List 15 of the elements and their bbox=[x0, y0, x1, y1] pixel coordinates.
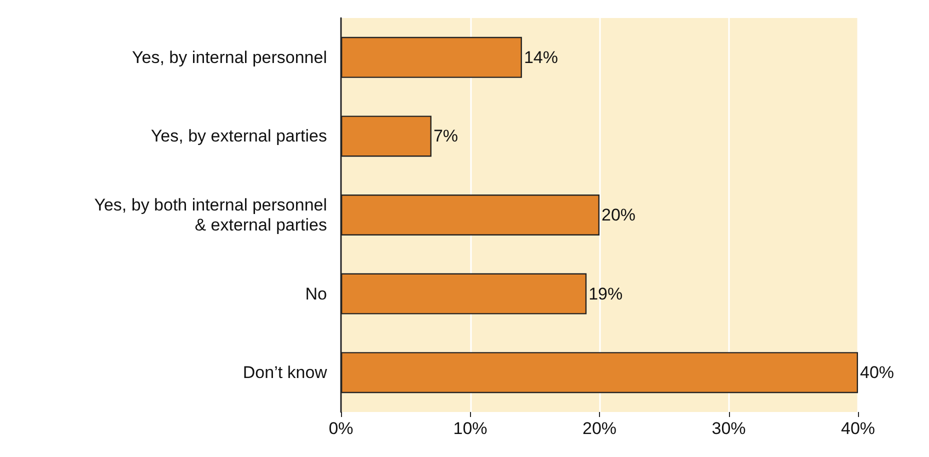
x-tick-label: 0% bbox=[328, 419, 354, 438]
x-tick-label: 10% bbox=[453, 419, 488, 438]
data-label: 14% bbox=[524, 48, 558, 67]
x-tick-label: 20% bbox=[582, 419, 617, 438]
data-label: 19% bbox=[588, 284, 623, 304]
data-label: 20% bbox=[602, 206, 636, 224]
data-label: 7% bbox=[433, 126, 458, 146]
y-tick-label: No bbox=[305, 284, 327, 304]
data-label: 40% bbox=[860, 363, 894, 382]
y-tick-label: Yes, by internal personnel bbox=[132, 48, 327, 67]
y-tick-label: Yes, by external parties bbox=[150, 126, 327, 146]
x-tick-label: 30% bbox=[712, 419, 746, 438]
y-tick-label: Don’t know bbox=[242, 363, 328, 382]
x-tick-label: 40% bbox=[840, 419, 876, 438]
y-tick-label: Yes, by both internal personnel & external parties bbox=[94, 196, 327, 234]
